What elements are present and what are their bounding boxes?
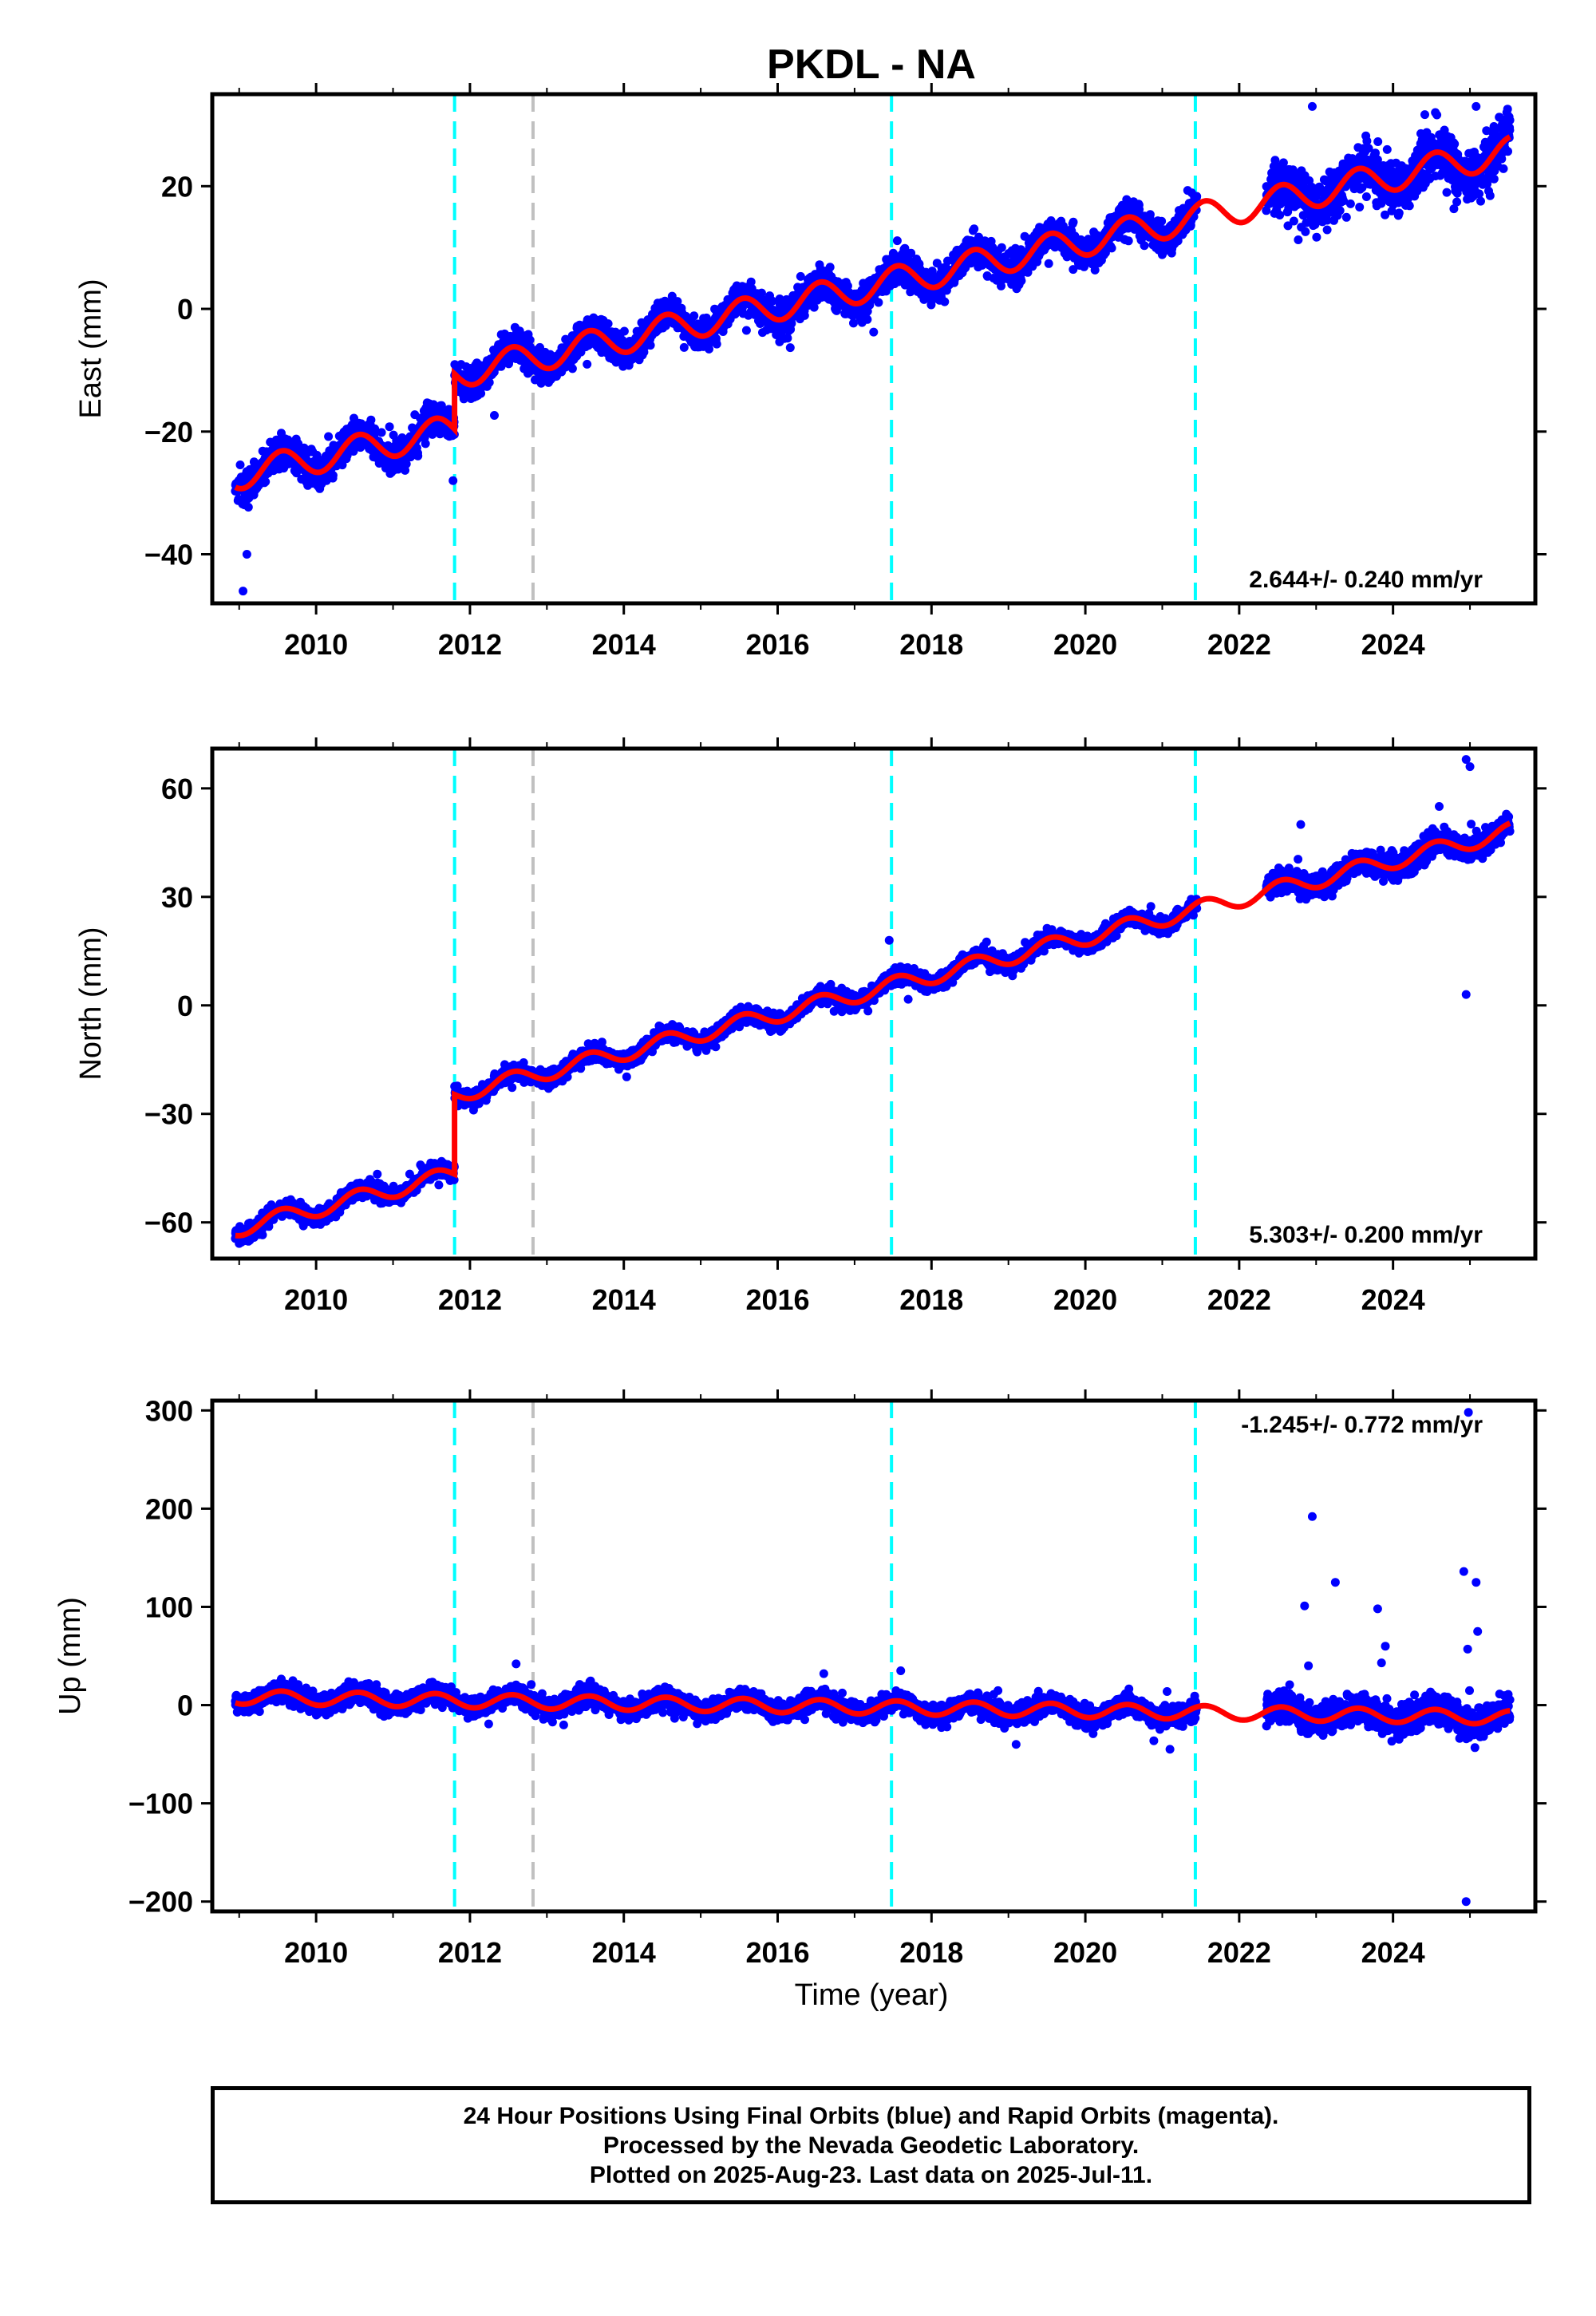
east-point-3039	[970, 224, 979, 234]
east-point-4463	[1382, 144, 1392, 154]
east-point-4974	[1505, 116, 1515, 125]
east-point-4973	[1505, 125, 1515, 135]
east-point-784	[421, 439, 430, 449]
east-point-4553	[1404, 201, 1414, 211]
east-point-4751	[1452, 197, 1462, 207]
east-point-4840	[1475, 189, 1484, 199]
east-point-3336	[1044, 259, 1053, 268]
east-point-1217	[525, 335, 535, 345]
east-outlier-point-0	[239, 587, 248, 596]
east-point-4615	[1420, 110, 1429, 120]
east-data-points	[231, 101, 1515, 596]
east-point-4074	[1289, 216, 1298, 226]
east-point-1066	[490, 411, 499, 420]
east-point-385	[324, 432, 334, 441]
east-point-1538	[603, 319, 613, 329]
east-point-2441	[825, 263, 835, 272]
chart-title: PKDL - NA	[767, 41, 976, 88]
east-point-2105	[741, 326, 751, 335]
east-point-701	[401, 459, 411, 468]
east-point-4847	[1476, 196, 1485, 206]
east-point-4296	[1341, 212, 1351, 222]
east-point-3735	[1140, 241, 1149, 251]
east-outlier-point-5	[1431, 108, 1440, 117]
east-point-878	[444, 405, 453, 414]
east-point-853	[437, 401, 446, 410]
east-x-tick-label-2010: 2010	[284, 628, 348, 661]
east-point-4425	[1373, 137, 1383, 146]
east-point-3148	[997, 243, 1006, 252]
east-point-3589	[1107, 243, 1116, 253]
east-point-551	[366, 415, 376, 425]
east-point-4707	[1442, 188, 1452, 197]
east-point-593	[377, 428, 386, 437]
east-point-629	[385, 422, 394, 432]
east-point-1851	[679, 342, 689, 352]
east-point-2337	[800, 310, 809, 320]
east-point-1012	[476, 389, 486, 398]
east-point-1360	[561, 334, 571, 344]
east-point-4886	[1485, 191, 1495, 200]
east-point-3955	[1192, 192, 1202, 201]
east-point-4349	[1355, 203, 1365, 211]
east-outlier-point-3	[1307, 101, 1317, 111]
east-point-4904	[1489, 174, 1499, 184]
east-point-404	[328, 471, 338, 480]
east-point-1713	[646, 341, 655, 350]
east-point-2919	[940, 297, 950, 306]
east-point-565	[370, 424, 380, 433]
east-outlier-point-2	[448, 476, 458, 485]
east-point-3666	[1124, 236, 1133, 246]
east-point-4508	[1394, 208, 1404, 218]
east-point-1048	[484, 377, 494, 387]
east-point-4214	[1322, 225, 1332, 235]
east-point-1953	[705, 344, 713, 354]
east-point-1218	[525, 342, 535, 352]
east-point-2727	[892, 236, 902, 246]
east-point-4965	[1503, 147, 1512, 156]
east-point-3804	[1157, 216, 1167, 226]
east-point-4944	[1499, 164, 1508, 173]
east-point-3758	[1145, 210, 1155, 219]
east-point-2602	[863, 314, 872, 324]
east-point-4123	[1301, 227, 1310, 236]
east-point-1388	[567, 364, 577, 373]
east-point-1892	[689, 311, 699, 321]
east-point-439	[338, 460, 347, 470]
east-point-4269	[1335, 206, 1345, 215]
east-point-1450	[583, 359, 592, 369]
time-series-chart: PKDL - NA 2010 2012 2014 2016 2018 2020 2022 20…	[53, 41, 1547, 2012]
east-point-4311	[1345, 199, 1355, 208]
east-point-4381	[1362, 136, 1372, 146]
east-point-2628	[869, 327, 879, 337]
east-point-3438	[1069, 217, 1078, 227]
east-point-19	[235, 460, 245, 469]
east-point-129	[261, 477, 271, 487]
east-panel: 2010 2012 2014 2016 2018 2020 2022 2024−40−2002…	[74, 83, 1547, 661]
east-point-4964	[1503, 105, 1512, 114]
east-point-1609	[619, 326, 629, 336]
east-point-4094	[1294, 235, 1303, 244]
east-point-4172	[1312, 232, 1321, 242]
east-point-4742	[1450, 139, 1460, 148]
east-point-53	[243, 503, 253, 512]
panels: 2010 2012 2014 2016 2018 2020 2022 2024−40−2002…	[53, 83, 1547, 1969]
east-point-3228	[1017, 276, 1026, 286]
east-outlier-point-4	[1472, 101, 1481, 111]
east-outlier-point-1	[242, 550, 251, 559]
east-point-4015	[1275, 211, 1285, 219]
east-point-751	[413, 451, 423, 460]
east-point-1983	[712, 339, 721, 349]
east-point-2280	[785, 343, 795, 353]
east-point-4379	[1361, 192, 1371, 201]
east-point-1822	[673, 297, 682, 306]
east-point-2647	[874, 298, 883, 307]
